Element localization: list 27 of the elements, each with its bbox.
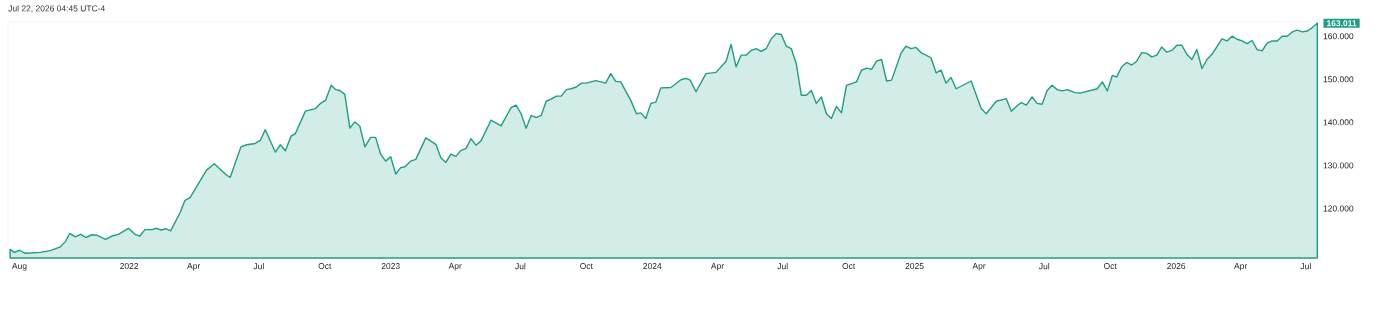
x-tick-label: Oct: [580, 263, 593, 270]
x-tick-label: Jul: [777, 263, 788, 270]
x-tick-label: Aug: [11, 263, 27, 271]
chart-title: Jul 22, 2026 04:45 UTC-4: [8, 5, 105, 13]
x-tick-label: 2025: [905, 263, 924, 270]
y-tick-label: 130.000: [1323, 162, 1354, 169]
x-tick-label: Oct: [842, 263, 856, 270]
x-tick-label: 2026: [1167, 263, 1186, 270]
x-tick-label: Apr: [710, 263, 724, 271]
x-tick-label: Oct: [1104, 263, 1117, 270]
x-tick-label: Apr: [1234, 263, 1248, 271]
x-tick-label: Apr: [972, 263, 986, 271]
x-tick-label: Apr: [448, 263, 462, 271]
x-tick-label: Jul: [1300, 263, 1311, 270]
y-tick-label: 160.000: [1323, 33, 1354, 40]
x-tick-label: 2022: [120, 263, 139, 270]
y-tick-label: 120.000: [1323, 205, 1354, 212]
x-tick-label: Apr: [187, 263, 201, 271]
x-tick-label: Jul: [515, 263, 526, 270]
y-tick-label: 140.000: [1323, 119, 1354, 126]
y-tick-label: 150.000: [1323, 76, 1354, 83]
x-tick-label: 2023: [381, 263, 400, 270]
x-tick-label: Jul: [1038, 263, 1050, 270]
x-tick-label: Oct: [318, 263, 332, 270]
x-tick-label: 2024: [643, 263, 662, 270]
x-tick-label: Jul: [253, 263, 264, 270]
annotation: 163.011: [1327, 20, 1357, 27]
